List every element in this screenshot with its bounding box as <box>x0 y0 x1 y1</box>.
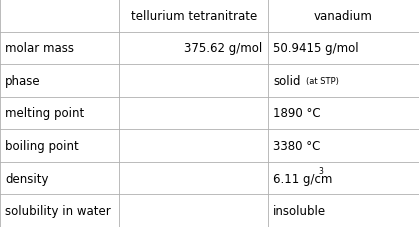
Text: (at STP): (at STP) <box>306 76 339 86</box>
Text: 3: 3 <box>318 167 323 176</box>
Text: 50.9415 g/mol: 50.9415 g/mol <box>273 42 359 55</box>
Text: solid: solid <box>273 75 301 88</box>
Text: melting point: melting point <box>5 107 84 120</box>
Text: phase: phase <box>5 75 41 88</box>
Text: 6.11 g/cm: 6.11 g/cm <box>273 172 333 185</box>
Text: molar mass: molar mass <box>5 42 74 55</box>
Text: tellurium tetranitrate: tellurium tetranitrate <box>131 10 257 23</box>
Text: boiling point: boiling point <box>5 139 79 152</box>
Text: 1890 °C: 1890 °C <box>273 107 321 120</box>
Text: 375.62 g/mol: 375.62 g/mol <box>184 42 262 55</box>
Text: density: density <box>5 172 49 185</box>
Text: insoluble: insoluble <box>273 204 326 217</box>
Text: 3380 °C: 3380 °C <box>273 139 321 152</box>
Text: vanadium: vanadium <box>314 10 373 23</box>
Text: solubility in water: solubility in water <box>5 204 111 217</box>
